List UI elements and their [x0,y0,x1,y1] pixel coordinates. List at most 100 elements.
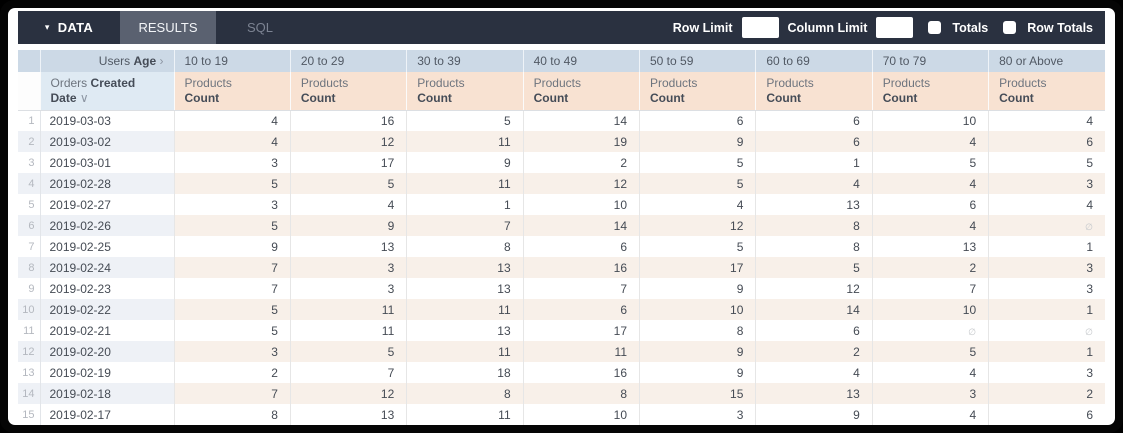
chevron-right-icon: › [159,54,164,68]
null-value-icon: ∅ [968,326,977,337]
totals-checkbox[interactable] [928,21,942,34]
bucket-header[interactable]: 70 to 79 [871,50,989,72]
value-cell: 4 [173,131,291,152]
row-number: 2 [18,131,40,152]
value-cell: 3 [173,152,291,173]
bucket-header[interactable]: 20 to 29 [289,50,407,72]
value-cell: 3 [289,257,407,278]
value-cell: ∅ [988,215,1105,236]
date-cell: 2019-03-01 [39,152,174,173]
row-number: 7 [18,236,40,257]
value-cell: 13 [406,278,524,299]
value-cell: 8 [173,404,291,425]
value-cell: 5 [173,215,291,236]
row-number: 9 [18,278,40,299]
value-cell: 17 [522,320,640,341]
row-limit-input[interactable] [741,17,779,38]
table-row: 7 2019-02-25 9 13 8 6 5 8 13 1 [18,236,1105,257]
bucket-header[interactable]: 60 to 69 [755,50,873,72]
bucket-header[interactable]: 80 or Above [988,50,1105,72]
value-cell: 4 [173,110,291,131]
tab-sql[interactable]: SQL [216,11,304,44]
row-field-name: Created Date [50,75,136,105]
measure-header[interactable]: Products Count [522,72,640,111]
measure-header-row: Orders Created Date ∨ Products Count Produ… [18,72,1105,111]
bucket-header[interactable]: 30 to 39 [406,50,524,72]
value-cell: 13 [406,320,524,341]
value-cell: 5 [406,110,524,131]
table-row: 1 2019-03-03 4 16 5 14 6 6 10 4 [18,110,1105,131]
value-cell: 13 [289,236,407,257]
value-cell: 4 [871,173,989,194]
row-number: 4 [18,173,40,194]
date-cell: 2019-02-26 [39,215,174,236]
value-cell: 3 [289,278,407,299]
value-cell: 4 [988,110,1105,131]
bucket-header[interactable]: 10 to 19 [173,50,291,72]
value-cell: 15 [638,383,756,404]
value-cell: 8 [755,236,873,257]
measure-header[interactable]: Products Count [173,72,291,111]
date-cell: 2019-03-02 [39,131,174,152]
measure-header[interactable]: Products Count [638,72,756,111]
pivot-field-header[interactable]: Users Age › [39,50,174,72]
value-cell: 5 [871,341,989,362]
value-cell: 4 [871,362,989,383]
value-cell: 12 [638,215,756,236]
measure-header[interactable]: Products Count [406,72,524,111]
tab-results[interactable]: RESULTS [120,11,216,44]
row-number: 12 [18,341,40,362]
value-cell: 5 [173,173,291,194]
value-cell: 12 [755,278,873,299]
value-cell: 13 [755,194,873,215]
value-cell: 14 [755,299,873,320]
value-cell: 2 [988,383,1105,404]
value-cell: 3 [988,362,1105,383]
value-cell: 10 [522,404,640,425]
measure-header[interactable]: Products Count [988,72,1105,111]
date-cell: 2019-02-22 [39,299,174,320]
measure-header[interactable]: Products Count [871,72,989,111]
tab-sql-label: SQL [246,20,273,35]
value-cell: 9 [406,152,524,173]
value-cell: 3 [173,341,291,362]
value-cell: 5 [871,152,989,173]
value-cell: 13 [406,257,524,278]
table-row: 10 2019-02-22 5 11 11 6 10 14 10 1 [18,299,1105,320]
bucket-header[interactable]: 40 to 49 [522,50,640,72]
row-number: 1 [18,110,40,131]
value-cell: 5 [173,299,291,320]
value-cell: 6 [522,299,640,320]
value-cell: 19 [522,131,640,152]
date-cell: 2019-02-20 [39,341,174,362]
column-limit-input[interactable] [876,17,914,38]
value-cell: 12 [522,173,640,194]
date-cell: 2019-02-23 [39,278,174,299]
table-row: 6 2019-02-26 5 9 7 14 12 8 4 ∅ [18,215,1105,236]
value-cell: 14 [522,110,640,131]
tab-results-label: RESULTS [138,20,198,35]
value-cell: 5 [638,152,756,173]
value-cell: 4 [638,194,756,215]
tab-data[interactable]: ▾ DATA [18,11,120,44]
measure-header[interactable]: Products Count [289,72,407,111]
row-totals-checkbox[interactable] [1003,21,1017,34]
bucket-header[interactable]: 50 to 59 [638,50,756,72]
value-cell: 1 [988,299,1105,320]
value-cell: 6 [988,131,1105,152]
value-cell: 1 [988,341,1105,362]
value-cell: 8 [406,236,524,257]
value-cell: 5 [755,257,873,278]
value-cell: 17 [289,152,407,173]
value-cell: 4 [289,194,407,215]
value-cell: 10 [638,299,756,320]
row-field-header[interactable]: Orders Created Date ∨ [39,72,174,111]
pivot-field-prefix: Users [98,54,131,68]
value-cell: 12 [289,383,407,404]
measure-header[interactable]: Products Count [755,72,873,111]
value-cell: 4 [871,131,989,152]
row-number: 15 [18,404,40,425]
pivot-field-name: Age [133,54,157,68]
value-cell: 11 [406,404,524,425]
value-cell: ∅ [871,320,989,341]
